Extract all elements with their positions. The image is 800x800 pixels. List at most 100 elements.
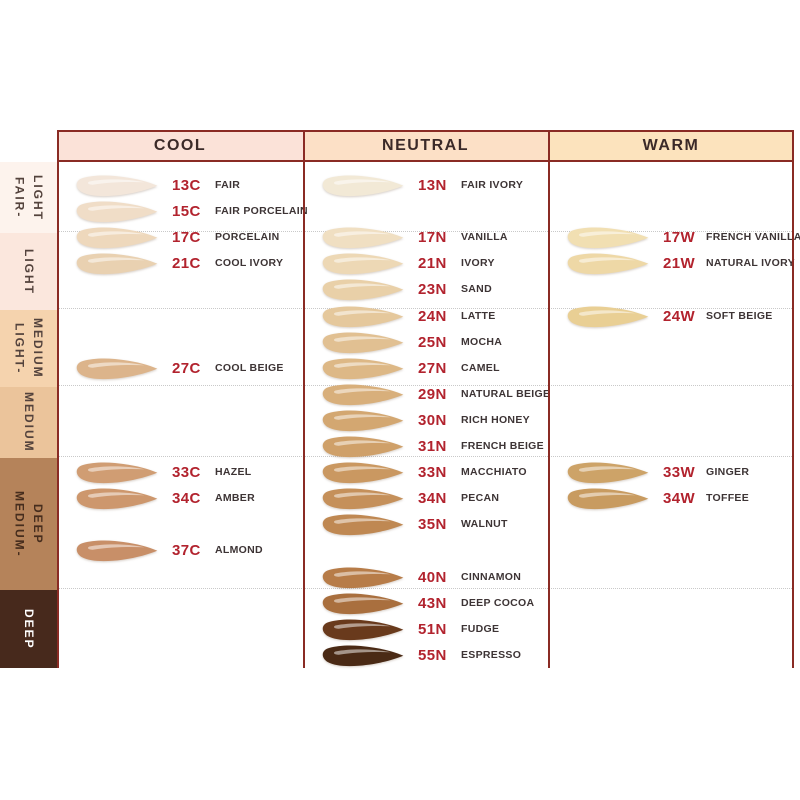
swatch-stroke (322, 410, 404, 432)
swatch-stroke (567, 306, 649, 328)
shade-name: ESPRESSO (461, 649, 522, 661)
swatch-highlight (333, 440, 391, 446)
shade-swatch-icon (317, 249, 409, 277)
shade-swatch-icon (317, 406, 409, 434)
swatch-highlight (87, 466, 145, 472)
shade-entry: 33N MACCHIATO (307, 459, 546, 485)
shade-code: 43N (418, 594, 447, 612)
swatch-stroke (567, 488, 649, 510)
column-divider (792, 130, 794, 668)
swatch-highlight (87, 257, 145, 263)
shade-entry: 55N ESPRESSO (307, 642, 546, 668)
swatch-highlight (333, 597, 391, 603)
shade-swatch-icon (71, 354, 163, 382)
shade-code: 33C (172, 463, 201, 481)
row-divider (59, 231, 792, 232)
shade-code: 29N (418, 385, 447, 403)
shade-code: 17C (172, 228, 201, 246)
shade-code: 30N (418, 411, 447, 429)
shade-name: FRENCH VANILLA (706, 231, 800, 243)
column-header-label: COOL (153, 137, 207, 154)
shade-swatch-icon (317, 328, 409, 356)
shade-code: 31N (418, 437, 447, 455)
shade-entry: 24W SOFT BEIGE (552, 303, 790, 329)
shade-code: 33W (663, 463, 696, 481)
depth-band: LIGHT- MEDIUM (0, 310, 57, 387)
swatch-stroke (567, 462, 649, 484)
shade-entry: 35N WALNUT (307, 511, 546, 537)
depth-band-label: LIGHT- MEDIUM (12, 318, 46, 379)
depth-band-label: LIGHT (21, 248, 36, 295)
swatch-highlight (333, 231, 391, 237)
swatch-stroke (76, 540, 158, 562)
shade-swatch-icon (562, 458, 654, 486)
shade-code: 24N (418, 307, 447, 325)
shade-name: RICH HONEY (461, 414, 530, 426)
swatch-stroke (322, 567, 404, 589)
shade-code: 13C (172, 176, 201, 194)
swatch-highlight (87, 179, 145, 185)
shade-entry: 13C FAIR (61, 172, 301, 198)
depth-sidebar: FAIR- LIGHT LIGHT LIGHT- MEDIUM MEDIUM M… (0, 162, 57, 668)
swatch-stroke (322, 227, 404, 249)
swatch-stroke (322, 332, 404, 354)
shade-entry: 51N FUDGE (307, 616, 546, 642)
swatch-stroke (322, 306, 404, 328)
shade-entry: 17N VANILLA (307, 224, 546, 250)
swatch-stroke (76, 175, 158, 197)
shade-swatch-icon (71, 197, 163, 225)
swatch-stroke (322, 593, 404, 615)
shade-code: 33N (418, 463, 447, 481)
shade-code: 35N (418, 515, 447, 533)
shade-entry: 31N FRENCH BEIGE (307, 433, 546, 459)
row-divider (59, 385, 792, 386)
shade-swatch-icon (317, 641, 409, 669)
shade-entry: 27N CAMEL (307, 355, 546, 381)
shade-swatch-icon (317, 380, 409, 408)
shade-swatch-icon (317, 563, 409, 591)
row-divider (59, 308, 792, 309)
swatch-stroke (322, 462, 404, 484)
shade-entry: 34N PECAN (307, 485, 546, 511)
depth-band-label: DEEP (21, 608, 36, 650)
swatch-highlight (333, 466, 391, 472)
shade-name: AMBER (215, 492, 255, 504)
shade-entry: 27C COOL BEIGE (61, 355, 301, 381)
shade-name: IVORY (461, 257, 495, 269)
shade-swatch-icon (562, 223, 654, 251)
column-header: COOL (57, 132, 303, 160)
shade-swatch-icon (562, 302, 654, 330)
shade-entry: 21W NATURAL IVORY (552, 250, 795, 276)
swatch-stroke (322, 384, 404, 406)
shade-swatch-icon (317, 589, 409, 617)
shade-name: PORCELAIN (215, 231, 280, 243)
shade-code: 13N (418, 176, 447, 194)
swatch-stroke (76, 358, 158, 380)
shade-swatch-icon (317, 510, 409, 538)
shade-swatch-icon (71, 223, 163, 251)
shade-code: 21C (172, 254, 201, 272)
swatch-highlight (87, 544, 145, 550)
shade-code: 34W (663, 489, 696, 507)
shade-name: WALNUT (461, 518, 508, 530)
shade-code: 34C (172, 489, 201, 507)
shade-swatch-icon (317, 302, 409, 330)
shade-code: 25N (418, 333, 447, 351)
swatch-highlight (87, 362, 145, 368)
shade-entry: 17W FRENCH VANILLA (552, 223, 800, 251)
shade-swatch-icon (71, 536, 163, 564)
swatch-stroke (76, 227, 158, 249)
shade-name: LATTE (461, 310, 496, 322)
shade-code: 15C (172, 202, 201, 220)
shade-code: 23N (418, 280, 447, 298)
swatch-highlight (333, 336, 391, 342)
swatch-highlight (333, 492, 391, 498)
shade-swatch-icon (317, 615, 409, 643)
shade-name: COOL IVORY (215, 257, 284, 269)
shade-name: DEEP COCOA (461, 597, 535, 609)
swatch-stroke (322, 514, 404, 536)
shade-name: CINNAMON (461, 571, 522, 583)
shade-swatch-icon (317, 223, 409, 251)
shade-swatch-icon (317, 275, 409, 303)
shade-name: NATURAL IVORY (706, 257, 795, 269)
